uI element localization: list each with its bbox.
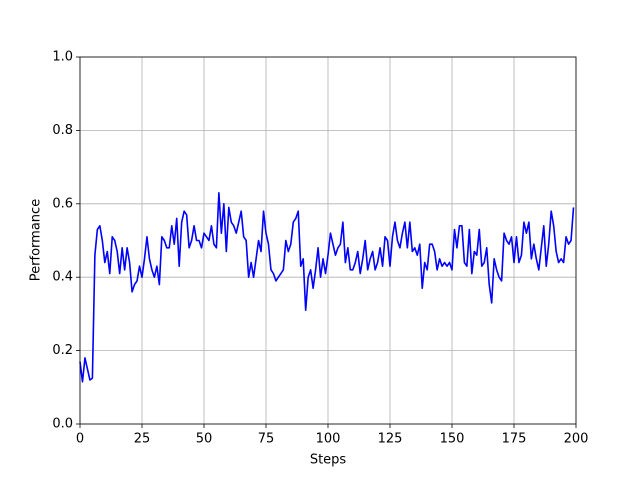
y-tick-label: 0.2 xyxy=(52,343,73,358)
plot-frame xyxy=(79,56,577,425)
x-tick-label: 125 xyxy=(378,432,403,447)
x-tick-label: 50 xyxy=(196,432,213,447)
x-tick-label: 150 xyxy=(440,432,465,447)
data-line xyxy=(79,191,575,383)
x-tick-label: 0 xyxy=(76,432,84,447)
x-tick-label: 175 xyxy=(502,432,527,447)
y-tick-label: 0.4 xyxy=(52,270,73,285)
y-tick-label: 0.0 xyxy=(52,417,73,432)
x-tick-label: 200 xyxy=(564,432,589,447)
y-axis-label: Performance xyxy=(29,199,44,281)
y-tick-label: 0.6 xyxy=(52,196,73,211)
y-tick-label: 1.0 xyxy=(52,50,73,65)
x-tick-label: 25 xyxy=(134,432,151,447)
x-axis-label: Steps xyxy=(310,453,347,468)
x-tick-label: 100 xyxy=(316,432,341,447)
y-tick-label: 0.8 xyxy=(52,123,73,138)
x-tick-label: 75 xyxy=(258,432,275,447)
